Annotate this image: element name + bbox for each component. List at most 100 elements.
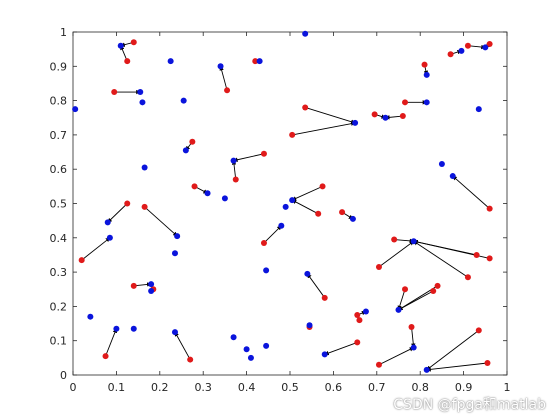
displacement-arrow xyxy=(107,203,128,223)
red-point xyxy=(421,61,428,68)
blue-point xyxy=(204,190,211,197)
blue-point xyxy=(148,287,155,294)
red-point xyxy=(124,200,131,207)
x-tick-label: 0.7 xyxy=(368,381,386,394)
displacement-arrow xyxy=(413,240,469,278)
red-point xyxy=(399,113,406,120)
red-point xyxy=(130,39,137,46)
x-tick-label: 0.5 xyxy=(281,381,299,394)
red-point xyxy=(339,209,346,216)
blue-point xyxy=(423,366,430,373)
blue-point xyxy=(475,106,482,113)
displacement-arrow xyxy=(426,362,488,372)
blue-point xyxy=(256,58,263,65)
blue-point xyxy=(117,42,124,49)
y-axis: 0 0.1 0.2 0.3 0.4 0.5 0.6 0.7 0.8 0.9 1 xyxy=(50,26,507,382)
watermark-text: CSDN @fpga和matlab xyxy=(393,397,546,413)
blue-point xyxy=(482,44,489,51)
red-point xyxy=(252,58,259,65)
displacement-arrow xyxy=(378,347,415,366)
y-tick-label: 0.4 xyxy=(50,232,68,245)
red-point xyxy=(375,263,382,270)
blue-point xyxy=(171,250,178,257)
blue-point xyxy=(106,234,113,241)
red-point xyxy=(232,176,239,183)
blue-point xyxy=(130,325,137,332)
blue-point xyxy=(230,157,237,164)
blue-point xyxy=(141,164,148,171)
blue-point xyxy=(171,329,178,336)
x-tick-label: 0.9 xyxy=(455,381,473,394)
red-point xyxy=(187,356,194,363)
blue-point xyxy=(137,89,144,96)
blue-point xyxy=(243,346,250,353)
red-points-layer xyxy=(78,39,493,368)
x-tick-label: 0.2 xyxy=(151,381,169,394)
y-tick-label: 0.1 xyxy=(50,335,68,348)
displacement-arrow xyxy=(305,107,356,124)
red-point xyxy=(302,104,309,111)
displacement-arrow xyxy=(233,153,265,162)
blue-point xyxy=(104,219,111,226)
red-point xyxy=(356,317,363,324)
red-point xyxy=(141,203,148,210)
x-axis: 0 0.1 0.2 0.3 0.4 0.5 0.6 0.7 0.8 0.9 1 xyxy=(70,32,511,394)
blue-point xyxy=(278,222,285,229)
red-point xyxy=(111,89,118,96)
red-point xyxy=(224,87,231,94)
red-point xyxy=(260,239,267,246)
red-point xyxy=(371,111,378,118)
blue-point xyxy=(362,308,369,315)
displacement-arrow xyxy=(231,160,237,180)
displacement-arrow xyxy=(411,326,416,349)
red-point xyxy=(486,205,493,212)
red-point xyxy=(430,287,437,294)
displacement-arrow xyxy=(452,175,490,209)
red-point xyxy=(391,236,398,243)
y-tick-label: 1 xyxy=(60,26,67,39)
displacement-arrow xyxy=(426,330,480,371)
displacement-arrow xyxy=(81,237,111,261)
blue-point xyxy=(423,71,430,78)
red-point xyxy=(130,282,137,289)
blue-points-layer xyxy=(72,30,489,373)
displacement-arrow xyxy=(263,225,282,244)
displacement-arrow xyxy=(144,206,178,237)
red-point xyxy=(475,327,482,334)
red-point xyxy=(464,42,471,49)
red-point xyxy=(434,282,441,289)
red-point xyxy=(189,138,196,145)
y-tick-label: 0 xyxy=(60,369,67,382)
displacement-arrow xyxy=(219,65,228,91)
blue-point xyxy=(302,30,309,37)
displacement-arrow xyxy=(306,273,326,299)
blue-point xyxy=(423,99,430,106)
plot-area xyxy=(72,31,508,376)
blue-point xyxy=(139,99,146,106)
y-tick-label: 0.7 xyxy=(50,129,68,142)
y-tick-label: 0.2 xyxy=(50,300,68,313)
blue-point xyxy=(306,322,313,329)
red-point xyxy=(484,359,491,366)
blue-point xyxy=(221,195,228,202)
red-point xyxy=(354,339,361,346)
red-point xyxy=(402,286,409,293)
blue-point xyxy=(263,342,270,349)
red-point xyxy=(315,210,322,217)
x-tick-label: 0.8 xyxy=(411,381,429,394)
blue-point xyxy=(87,313,94,320)
red-point xyxy=(402,99,409,106)
red-point xyxy=(486,41,493,48)
red-point xyxy=(486,255,493,262)
red-point xyxy=(354,311,361,318)
blue-point xyxy=(352,119,359,126)
red-point xyxy=(78,257,85,264)
x-tick-label: 0.6 xyxy=(325,381,343,394)
blue-point xyxy=(113,325,120,332)
displacement-arrow xyxy=(324,341,358,356)
blue-point xyxy=(410,344,417,351)
x-tick-label: 0.4 xyxy=(238,381,256,394)
red-point xyxy=(102,353,109,360)
red-point xyxy=(289,131,296,138)
